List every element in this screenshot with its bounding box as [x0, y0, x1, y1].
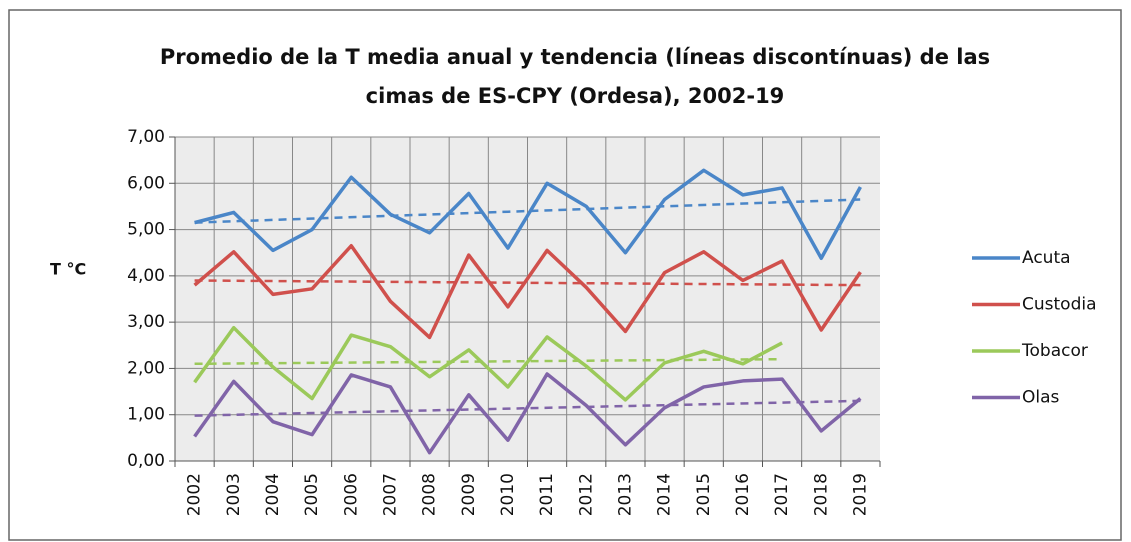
x-tick-label: 2004 [263, 473, 283, 516]
x-tick-label: 2012 [576, 473, 596, 516]
x-tick-label: 2015 [694, 473, 714, 516]
y-tick-label: 3,00 [127, 312, 165, 332]
x-tick-label: 2017 [772, 473, 792, 516]
y-tick-label: 0,00 [127, 451, 165, 471]
y-tick-label: 4,00 [127, 266, 165, 286]
legend-label: Acuta [1022, 248, 1071, 268]
x-tick-label: 2011 [537, 473, 557, 516]
x-tick-label: 2002 [185, 473, 205, 516]
x-tick-label: 2009 [459, 473, 479, 516]
y-tick-label: 2,00 [127, 358, 165, 378]
y-tick-label: 6,00 [127, 173, 165, 193]
chart-title: Promedio de la T media anual y tendencia… [160, 45, 990, 69]
x-tick-label: 2007 [380, 473, 400, 516]
x-tick-label: 2018 [811, 473, 831, 516]
x-tick-label: 2008 [420, 473, 440, 516]
chart-title: cimas de ES-CPY (Ordesa), 2002-19 [366, 84, 785, 108]
x-tick-label: 2010 [498, 473, 518, 516]
y-tick-label: 5,00 [127, 220, 165, 240]
y-tick-label: 1,00 [127, 405, 165, 425]
legend-label: Custodia [1022, 295, 1097, 315]
x-tick-label: 2016 [733, 473, 753, 516]
series-line [194, 168, 862, 261]
y-axis-label: T °C [50, 260, 86, 279]
legend-label: Olas [1022, 388, 1060, 408]
legend-label: Tobacor [1021, 341, 1088, 361]
x-tick-label: 2014 [655, 473, 675, 516]
x-tick-label: 2013 [615, 473, 635, 516]
series-line [193, 244, 862, 340]
x-tick-label: 2005 [302, 473, 322, 516]
y-tick-label: 7,00 [127, 127, 165, 147]
x-tick-label: 2003 [224, 473, 244, 516]
series-line [193, 372, 862, 455]
x-tick-label: 2006 [341, 473, 361, 516]
x-tick-label: 2019 [850, 473, 870, 516]
series-line [193, 325, 783, 402]
